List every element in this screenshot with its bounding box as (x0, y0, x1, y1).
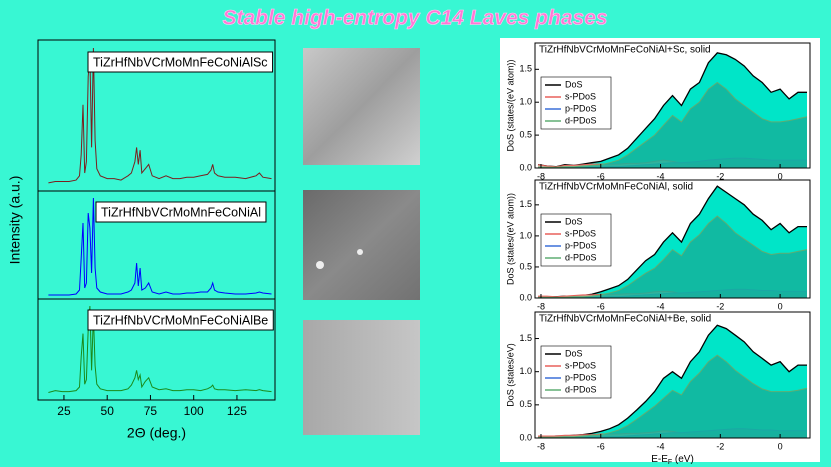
x-tick-label: 50 (101, 404, 115, 418)
plot-frame (534, 179, 811, 299)
x-tick-label: -2 (716, 171, 724, 181)
y-tick-label: 1.5 (519, 333, 532, 343)
x-tick-label: 75 (144, 404, 158, 418)
area-fill (538, 355, 807, 438)
x-tick-label: -2 (716, 301, 724, 311)
y-tick-label: 1.5 (519, 64, 532, 74)
sem-particle (357, 249, 363, 255)
legend-label: d-PDoS (565, 115, 597, 125)
dos-line (537, 52, 807, 168)
y-tick-label: 0.5 (519, 399, 532, 409)
y-tick-label: 0.0 (519, 162, 532, 172)
sem-particle (316, 261, 324, 269)
y-tick-label: 0.0 (519, 292, 532, 302)
y-axis-label: DoS (states/eV) (505, 343, 515, 407)
x-axis-label-part: F (668, 459, 672, 466)
label-box (87, 51, 274, 73)
legend-label: s-PDoS (565, 91, 596, 101)
y-tick-label: 1.0 (519, 230, 532, 240)
dos-line (538, 354, 808, 438)
x-tick-label: -4 (657, 301, 665, 311)
plot-frame (37, 39, 276, 401)
legend-label: s-PDoS (565, 360, 596, 370)
x-tick-label: -4 (657, 441, 665, 451)
x-tick-label: 100 (184, 404, 204, 418)
legend-label: p-PDoS (565, 240, 597, 250)
y-tick-label: 0.5 (519, 129, 532, 139)
label-box (95, 201, 267, 223)
y-tick-label: 0.5 (519, 261, 532, 271)
y-tick-label: 1.0 (519, 97, 532, 107)
plot-frame (534, 311, 811, 439)
series-label: TiZrHfNbVCrMoMnFeCoNiAl (101, 205, 261, 219)
x-axis-label-part: E-E (651, 454, 668, 465)
x-tick-label: 0 (778, 441, 783, 451)
x-tick-label: 0 (778, 301, 783, 311)
page-title: Stable high-entropy C14 Laves phases (222, 7, 607, 30)
x-axis-label: 2Θ (deg.) (127, 425, 186, 441)
y-tick-label: 0.0 (519, 432, 532, 442)
x-tick-label: -6 (597, 441, 605, 451)
x-tick-label: -8 (537, 441, 545, 451)
plot-title: TiZrHfNbVCrMoMnFeCoNiAl+Sc, solid (539, 45, 711, 56)
x-tick-label: 0 (778, 171, 783, 181)
x-tick-label: -4 (657, 171, 665, 181)
plot-title: TiZrHfNbVCrMoMnFeCoNiAl, solid (539, 182, 693, 193)
series-label: TiZrHfNbVCrMoMnFeCoNiAlSc (93, 55, 268, 69)
x-tick-label: 125 (227, 404, 247, 418)
x-tick-label: -8 (537, 301, 545, 311)
x-axis-label-part: (eV) (672, 454, 694, 465)
legend-label: DoS (565, 79, 583, 89)
dos-line (538, 81, 808, 168)
x-tick-label: -6 (597, 171, 605, 181)
legend-label: p-PDoS (565, 372, 597, 382)
xrd-line (48, 47, 272, 184)
x-axis-label: E-EF (eV) (651, 454, 694, 466)
label-box (87, 309, 274, 331)
legend-label: d-PDoS (565, 384, 597, 394)
series-label: TiZrHfNbVCrMoMnFeCoNiAlBe (93, 313, 268, 327)
x-tick-label: -2 (716, 441, 724, 451)
x-tick-label: -8 (537, 171, 545, 181)
plot-title: TiZrHfNbVCrMoMnFeCoNiAl+Be, solid (539, 314, 711, 325)
x-tick-label: -6 (597, 301, 605, 311)
y-tick-label: 1.5 (519, 199, 532, 209)
plot-frame (534, 42, 811, 169)
y-axis-label: DoS (states/(eV atom)) (505, 59, 515, 151)
y-axis-label: DoS (states/(eV atom)) (505, 193, 515, 285)
xrd-line (48, 197, 272, 296)
legend-label: d-PDoS (565, 252, 597, 262)
sem-image (303, 48, 420, 165)
y-axis-label: Intensity (a.u.) (7, 176, 23, 265)
xrd-line (48, 305, 272, 393)
x-tick-label: 25 (57, 404, 71, 418)
legend-label: p-PDoS (565, 103, 597, 113)
legend-label: s-PDoS (565, 228, 596, 238)
y-tick-label: 1.0 (519, 366, 532, 376)
sem-image (303, 320, 420, 435)
legend-label: DoS (565, 348, 583, 358)
sem-image (303, 190, 420, 300)
legend-label: DoS (565, 216, 583, 226)
dos-line (538, 215, 808, 298)
area-fill (538, 82, 807, 168)
